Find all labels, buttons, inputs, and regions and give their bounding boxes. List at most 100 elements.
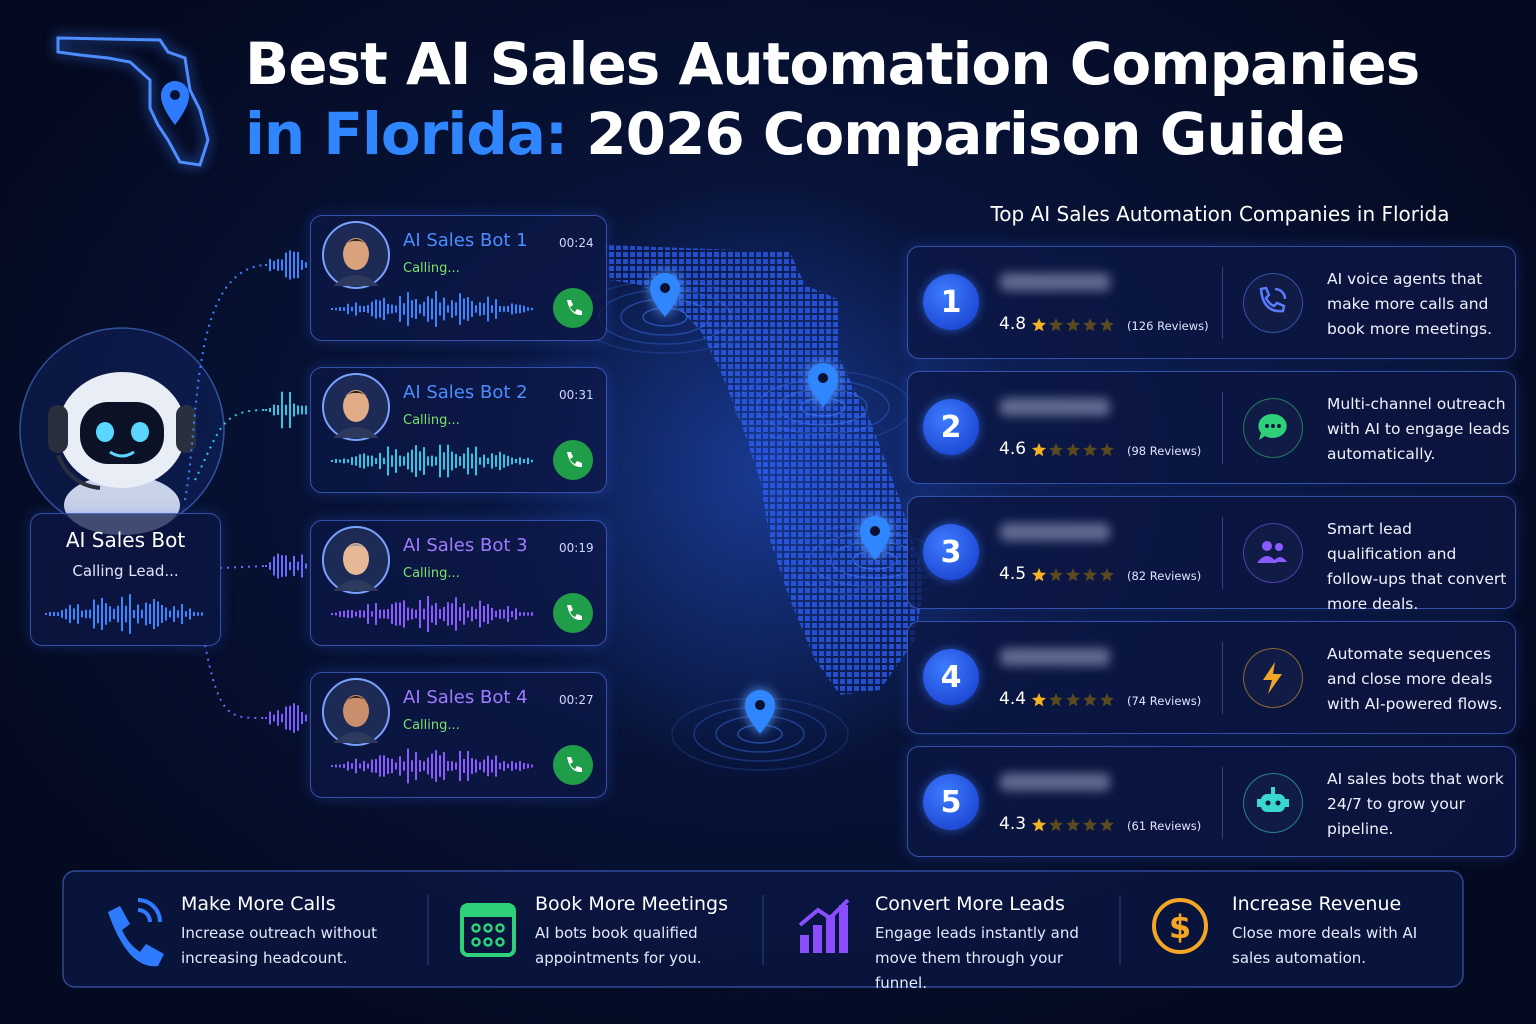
ranking-card: 2 4.6 (98 Reviews) Multi-channel outreach w… xyxy=(907,371,1516,484)
wave-bar xyxy=(101,597,103,631)
star-empty xyxy=(1049,443,1063,457)
wave-bar xyxy=(125,605,127,623)
florida-map xyxy=(605,245,925,695)
wave-bar xyxy=(495,610,497,618)
wave-bar xyxy=(431,753,433,779)
wave-bar xyxy=(387,303,389,315)
wave-bar xyxy=(201,612,203,616)
star-empty xyxy=(1100,693,1114,707)
star xyxy=(1032,818,1046,832)
wave-bar xyxy=(451,603,453,625)
wave-bar xyxy=(371,301,373,317)
wave-bar xyxy=(347,610,349,618)
wave-bar xyxy=(359,305,361,313)
wave-bar xyxy=(363,305,365,313)
pin-dot xyxy=(755,700,765,710)
bot-wave xyxy=(45,594,203,634)
wave-bar xyxy=(161,605,163,623)
wave-bar xyxy=(447,761,449,771)
wave-bar xyxy=(415,609,417,619)
call-button[interactable] xyxy=(553,593,593,633)
wave-bar xyxy=(61,610,63,618)
wave-bar xyxy=(297,405,299,415)
wave-bar xyxy=(387,446,389,476)
call-status: Calling... xyxy=(403,566,460,581)
pin-dot xyxy=(870,526,880,536)
wave-bar xyxy=(423,608,425,620)
wave-bar xyxy=(273,556,275,576)
rating: 4.6 xyxy=(999,439,1027,459)
call-name: AI Sales Bot 3 xyxy=(403,535,528,556)
wave-bar xyxy=(293,703,295,733)
wave-bar xyxy=(85,609,87,619)
star-empty xyxy=(1066,818,1080,832)
phone-icon xyxy=(108,906,164,967)
call-time: 00:19 xyxy=(559,541,594,555)
wave-bar xyxy=(451,300,453,318)
wave-bar xyxy=(331,765,333,767)
wave-bar xyxy=(379,452,381,470)
wave-bar xyxy=(395,602,397,626)
wave-bar xyxy=(331,308,333,310)
bot-status: Calling Lead... xyxy=(72,562,179,580)
wave-bar xyxy=(415,445,417,477)
wave-bar xyxy=(145,602,147,626)
feature-icon xyxy=(1243,648,1303,708)
wave-bar xyxy=(387,757,389,775)
wave-bar xyxy=(391,758,393,774)
title-rest: 2026 Comparison Guide xyxy=(586,100,1345,168)
wave-bar xyxy=(415,298,417,320)
call-time: 00:31 xyxy=(559,388,594,402)
wave-bar xyxy=(447,602,449,626)
wave-bar xyxy=(455,302,457,316)
svg-text:$: $ xyxy=(1169,908,1191,946)
wave-bar xyxy=(455,762,457,770)
wave-bar xyxy=(137,604,139,624)
wave-bar xyxy=(399,756,401,776)
wave-bar xyxy=(335,764,337,768)
wave-bar xyxy=(511,457,513,465)
blurred-company-name xyxy=(1000,273,1110,291)
wave-bar xyxy=(69,604,71,624)
call-button[interactable] xyxy=(553,288,593,328)
wave-bar xyxy=(507,305,509,313)
wave-bar xyxy=(265,264,267,266)
call-button[interactable] xyxy=(553,440,593,480)
wave-bar xyxy=(483,759,485,773)
feature-glyph xyxy=(1263,662,1282,694)
map-pin xyxy=(860,516,890,560)
avatar-hair xyxy=(342,544,370,555)
wave-bar xyxy=(399,602,401,626)
wave-bar xyxy=(427,456,429,466)
growth-icon xyxy=(800,905,848,953)
wave-bar xyxy=(375,603,377,625)
wave-bar xyxy=(403,303,405,315)
wave-bar xyxy=(419,451,421,471)
wave-bar xyxy=(411,608,413,620)
wave-bar xyxy=(305,714,307,722)
star-empty xyxy=(1100,568,1114,582)
divider xyxy=(1222,517,1223,589)
wave-bar xyxy=(379,300,381,318)
wave-bar xyxy=(351,610,353,618)
wave-bar xyxy=(281,391,283,429)
wave-bar xyxy=(507,606,509,622)
benefit-description: Close more deals with AI sales automatio… xyxy=(1232,924,1418,967)
wave-bar xyxy=(483,454,485,468)
wave-bar xyxy=(423,447,425,475)
star-empty xyxy=(1100,443,1114,457)
wave-bar xyxy=(49,611,51,617)
call-wave xyxy=(331,444,533,478)
wave-bar xyxy=(399,455,401,467)
wave-bar xyxy=(503,454,505,468)
rating: 4.5 xyxy=(999,564,1027,584)
wave-bar xyxy=(491,453,493,469)
wave-bar xyxy=(491,305,493,313)
wave-bar xyxy=(503,761,505,771)
wave-bar xyxy=(435,750,437,782)
star xyxy=(1032,693,1046,707)
wave-bar xyxy=(359,454,361,468)
star-empty xyxy=(1049,693,1063,707)
wave-bar xyxy=(293,251,295,279)
call-button[interactable] xyxy=(553,745,593,785)
